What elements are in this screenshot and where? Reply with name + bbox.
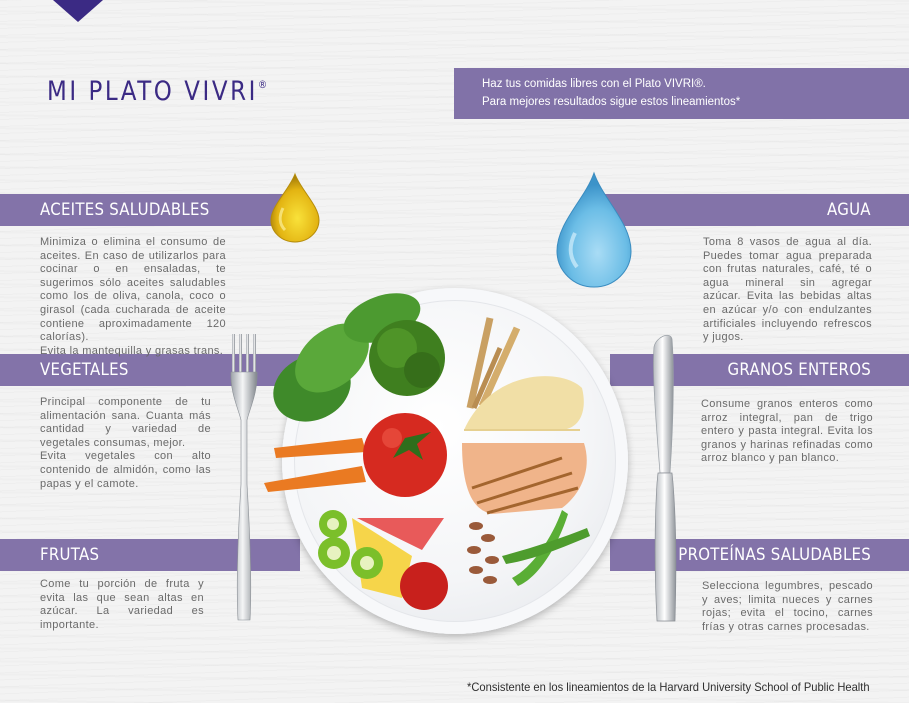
water-drop-icon — [556, 171, 632, 288]
desc-granos-p1: Consume granos enteros como arroz integr… — [701, 398, 873, 465]
fork-icon — [230, 334, 258, 621]
desc-agua-p1: Toma 8 vasos de agua al día. Puedes toma… — [703, 236, 872, 344]
desc-vegetales: Principal componente de tu alimentación … — [40, 396, 211, 491]
proteins-quadrant — [462, 443, 590, 586]
desc-frutas: Come tu porción de fruta y evita las que… — [40, 578, 204, 632]
desc-frutas-p1: Come tu porción de fruta y evita las que… — [40, 578, 204, 631]
knife-icon — [653, 335, 677, 622]
title-text: MI PLATO VIVRI — [47, 76, 258, 107]
registered-mark: ® — [257, 78, 268, 91]
heading-frutas: FRUTAS — [40, 545, 100, 565]
page-title: MI PLATO VIVRI® — [47, 76, 267, 107]
heading-aceites: ACEITES SALUDABLES — [40, 200, 210, 220]
intro-line-1: Haz tus comidas libres con el Plato VIVR… — [482, 78, 706, 90]
heading-agua: AGUA — [827, 200, 871, 220]
heading-proteinas: PROTEÍNAS SALUDABLES — [678, 545, 871, 565]
vegetables-quadrant — [264, 293, 447, 497]
desc-aceites-p2: Evita la mantequilla y grasas trans. — [40, 344, 224, 357]
grains-quadrant — [464, 317, 584, 431]
corner-triangle-decoration — [53, 0, 103, 22]
desc-granos: Consume granos enteros como arroz integr… — [701, 398, 873, 466]
footnote: *Consistente en los lineamientos de la H… — [467, 680, 870, 694]
plate-food-illustration — [264, 293, 590, 610]
desc-agua: Toma 8 vasos de agua al día. Puedes toma… — [703, 236, 872, 345]
intro-banner: Haz tus comidas libres con el Plato VIVR… — [454, 68, 909, 119]
desc-aceites-p1: Minimiza o elimina el consumo de aceites… — [40, 236, 226, 344]
oil-drop-icon — [270, 172, 320, 243]
desc-vegetales-p2: Evita vegetales con alto contenido de al… — [40, 450, 211, 490]
desc-proteinas: Selecciona legumbres, pescado y aves; li… — [702, 580, 873, 634]
fruits-quadrant — [318, 510, 448, 610]
band-agua: AGUA — [605, 194, 909, 226]
heading-granos: GRANOS ENTEROS — [727, 360, 871, 380]
band-aceites: ACEITES SALUDABLES — [0, 194, 300, 226]
band-vegetales: VEGETALES — [0, 354, 300, 386]
intro-line-2: Para mejores resultados sigue estos line… — [482, 96, 741, 108]
heading-vegetales: VEGETALES — [40, 360, 129, 380]
desc-vegetales-p1: Principal componente de tu alimentación … — [40, 396, 211, 449]
desc-proteinas-p1: Selecciona legumbres, pescado y aves; li… — [702, 580, 873, 633]
desc-aceites: Minimiza o elimina el consumo de aceites… — [40, 236, 226, 358]
